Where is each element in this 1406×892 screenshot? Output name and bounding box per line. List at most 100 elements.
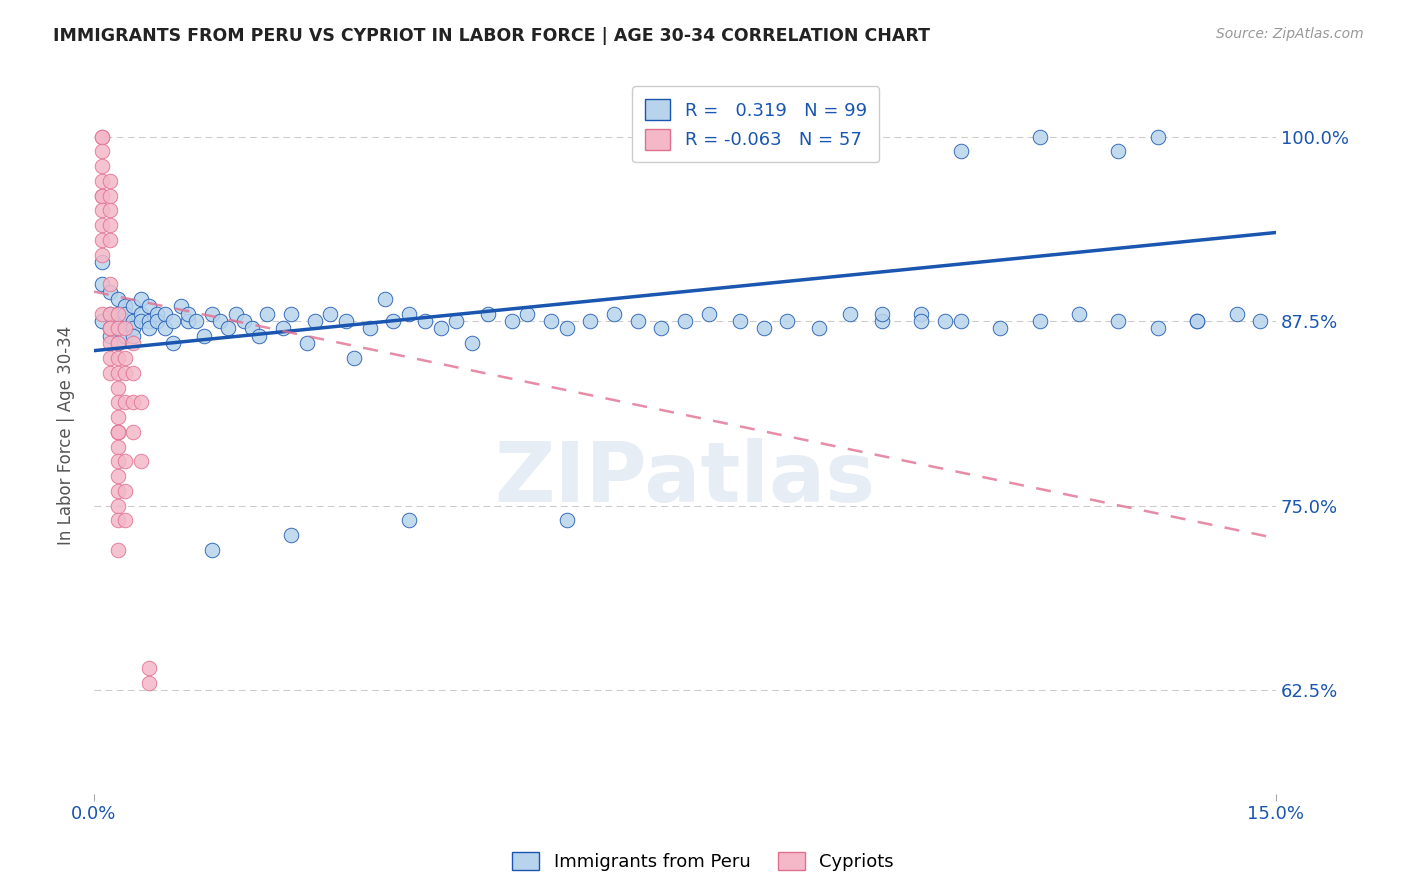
Legend: R =   0.319   N = 99, R = -0.063   N = 57: R = 0.319 N = 99, R = -0.063 N = 57	[633, 87, 879, 162]
Point	[107, 483, 129, 498]
Point	[153, 321, 176, 335]
Point	[225, 307, 247, 321]
Point	[107, 410, 129, 425]
Point	[107, 336, 129, 351]
Point	[107, 380, 129, 394]
Point	[107, 395, 129, 409]
Point	[107, 307, 129, 321]
Point	[98, 321, 121, 335]
Point	[910, 307, 932, 321]
Point	[413, 314, 436, 328]
Point	[107, 454, 129, 468]
Point	[98, 366, 121, 380]
Point	[122, 299, 145, 313]
Point	[90, 203, 112, 218]
Point	[90, 188, 112, 202]
Point	[501, 314, 523, 328]
Point	[98, 218, 121, 232]
Point	[107, 292, 129, 306]
Point	[98, 321, 121, 335]
Point	[555, 321, 578, 335]
Point	[162, 314, 184, 328]
Point	[107, 351, 129, 365]
Point	[138, 321, 160, 335]
Point	[98, 233, 121, 247]
Point	[579, 314, 602, 328]
Point	[461, 336, 484, 351]
Point	[114, 454, 136, 468]
Point	[343, 351, 366, 365]
Point	[107, 314, 129, 328]
Point	[107, 425, 129, 439]
Point	[129, 307, 152, 321]
Point	[1146, 129, 1168, 144]
Point	[256, 307, 278, 321]
Point	[98, 188, 121, 202]
Point	[146, 307, 169, 321]
Point	[98, 307, 121, 321]
Point	[807, 321, 830, 335]
Point	[107, 336, 129, 351]
Point	[627, 314, 650, 328]
Point	[107, 321, 129, 335]
Point	[114, 395, 136, 409]
Point	[90, 129, 112, 144]
Point	[673, 314, 696, 328]
Point	[232, 314, 254, 328]
Point	[114, 513, 136, 527]
Point	[90, 314, 112, 328]
Point	[374, 292, 396, 306]
Y-axis label: In Labor Force | Age 30-34: In Labor Force | Age 30-34	[58, 326, 75, 545]
Point	[107, 499, 129, 513]
Point	[1185, 314, 1208, 328]
Point	[1249, 314, 1271, 328]
Point	[138, 314, 160, 328]
Point	[90, 233, 112, 247]
Point	[114, 329, 136, 343]
Point	[122, 336, 145, 351]
Point	[90, 307, 112, 321]
Point	[98, 174, 121, 188]
Point	[1028, 129, 1050, 144]
Point	[122, 366, 145, 380]
Point	[382, 314, 405, 328]
Point	[839, 307, 862, 321]
Point	[138, 661, 160, 675]
Point	[107, 366, 129, 380]
Point	[870, 314, 893, 328]
Point	[603, 307, 626, 321]
Point	[280, 528, 302, 542]
Point	[540, 314, 562, 328]
Point	[249, 329, 271, 343]
Point	[208, 314, 231, 328]
Point	[217, 321, 239, 335]
Point	[90, 174, 112, 188]
Point	[98, 277, 121, 292]
Point	[319, 307, 342, 321]
Point	[335, 314, 357, 328]
Point	[177, 307, 200, 321]
Point	[90, 129, 112, 144]
Point	[90, 145, 112, 159]
Point	[280, 307, 302, 321]
Point	[114, 314, 136, 328]
Point	[177, 314, 200, 328]
Point	[477, 307, 499, 321]
Point	[138, 299, 160, 313]
Point	[98, 351, 121, 365]
Point	[1107, 145, 1129, 159]
Point	[650, 321, 672, 335]
Point	[697, 307, 720, 321]
Point	[107, 307, 129, 321]
Text: Source: ZipAtlas.com: Source: ZipAtlas.com	[1216, 27, 1364, 41]
Point	[1028, 314, 1050, 328]
Point	[870, 307, 893, 321]
Point	[359, 321, 381, 335]
Point	[107, 469, 129, 483]
Point	[98, 329, 121, 343]
Point	[949, 145, 972, 159]
Point	[398, 307, 420, 321]
Point	[304, 314, 326, 328]
Point	[162, 336, 184, 351]
Point	[90, 188, 112, 202]
